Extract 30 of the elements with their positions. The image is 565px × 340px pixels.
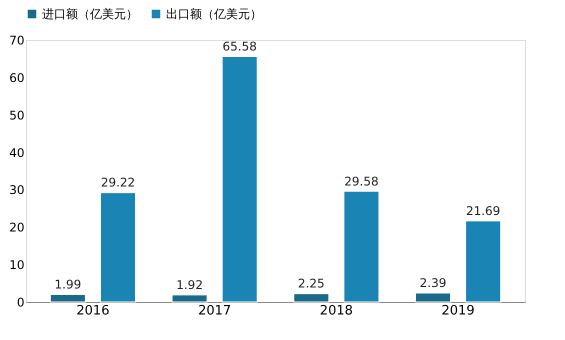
bar	[50, 294, 86, 302]
data-label: 2.39	[420, 276, 446, 290]
data-label: 29.58	[344, 174, 379, 188]
legend-label: 进口额（亿美元）	[42, 7, 138, 21]
y-tick-label: 10	[9, 258, 24, 272]
y-tick-label: 60	[9, 70, 24, 85]
x-tick-label: 2018	[320, 304, 353, 318]
bar	[465, 220, 502, 302]
data-label: 2.25	[298, 276, 325, 291]
bar	[222, 56, 258, 302]
y-tick-label: 50	[9, 108, 24, 122]
x-tick-label: 2017	[198, 304, 232, 318]
data-label: 1.92	[176, 278, 203, 292]
data-label: 29.22	[100, 176, 136, 190]
legend-label: 出口额（亿美元）	[166, 7, 262, 21]
y-tick-label: 20	[9, 220, 24, 235]
bar	[293, 293, 330, 302]
y-tick-label: 0	[16, 296, 24, 310]
y-tick-label: 30	[9, 183, 24, 198]
data-label: 1.99	[54, 278, 82, 292]
bar	[100, 192, 136, 302]
y-tick-label: 70	[9, 34, 24, 48]
bar	[172, 294, 208, 302]
x-tick-label: 2016	[76, 304, 110, 318]
data-label: 65.58	[222, 40, 257, 54]
y-tick-label: 40	[9, 146, 24, 160]
bar	[414, 292, 452, 302]
x-tick-label: 2019	[442, 304, 475, 318]
data-label: 21.69	[466, 204, 500, 218]
bar	[343, 190, 380, 302]
